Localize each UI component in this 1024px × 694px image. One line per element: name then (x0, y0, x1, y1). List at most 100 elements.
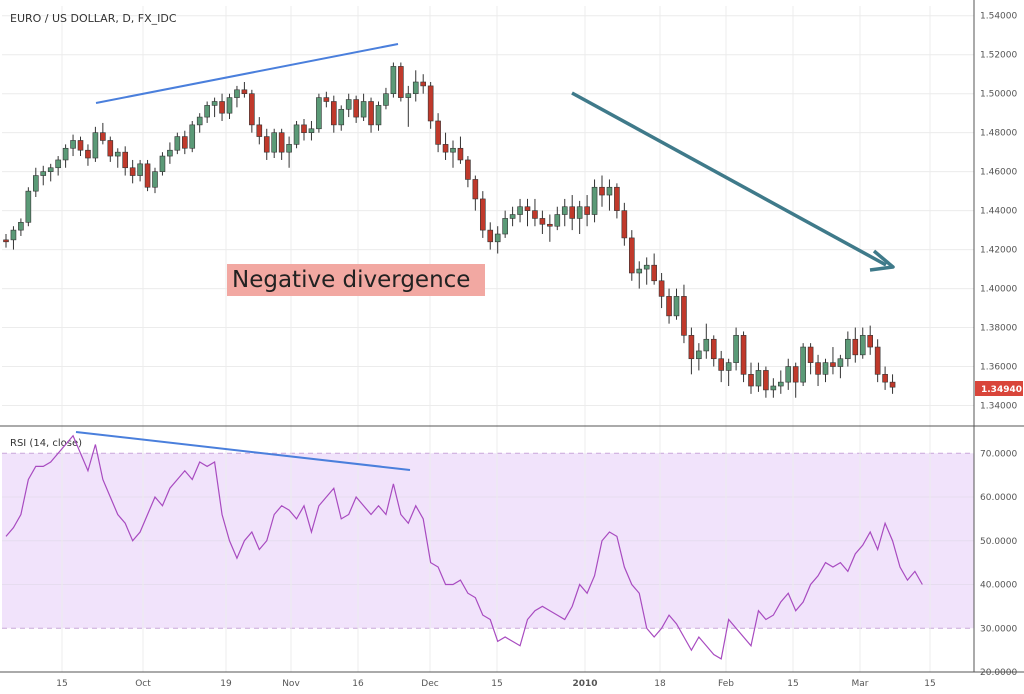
candle (658, 272, 665, 309)
candle (345, 93, 352, 118)
candle-body (710, 338, 717, 360)
candle-body (330, 101, 337, 126)
candle (584, 195, 590, 227)
candle-body (830, 362, 836, 367)
candle-body (152, 171, 158, 188)
candle (763, 366, 769, 398)
x-tick-label: 19 (220, 679, 232, 689)
candle-body (777, 381, 784, 387)
candle (792, 362, 799, 398)
candle (509, 206, 516, 227)
candle (554, 206, 561, 231)
candle-body (666, 296, 672, 317)
candle (353, 95, 359, 123)
rsi-y-tick-label: 30.0000 (980, 624, 1017, 634)
candle (368, 97, 374, 133)
candle (599, 175, 605, 207)
candle-body (584, 206, 590, 215)
candle (323, 91, 330, 108)
candle (494, 226, 501, 254)
candle (561, 198, 568, 227)
candle (159, 152, 166, 176)
candle-body (599, 186, 605, 196)
candle-body (643, 264, 650, 270)
candle (733, 327, 739, 371)
candle-body (144, 163, 151, 188)
candle-body (494, 233, 501, 243)
candle-body (681, 296, 687, 336)
candle-body (353, 99, 359, 118)
candle (688, 327, 695, 375)
x-tick-label: 16 (352, 679, 364, 689)
candle-body (517, 206, 523, 215)
price-trend-arrowhead (869, 249, 895, 272)
candle (107, 136, 114, 162)
candle (487, 222, 494, 250)
candle-body (159, 155, 166, 172)
candle-body (427, 85, 434, 122)
candle-body (405, 93, 412, 98)
candle-body (323, 97, 330, 102)
x-tick-label: 18 (654, 679, 666, 689)
candle (196, 113, 203, 133)
candle (636, 261, 643, 289)
candle (234, 85, 240, 108)
candle (822, 358, 829, 383)
candle (189, 120, 196, 153)
candle (182, 130, 188, 155)
candle (92, 126, 99, 162)
candle-body (40, 171, 47, 176)
candle (614, 183, 620, 219)
candle-body (539, 218, 546, 225)
price-trendline-down (571, 91, 887, 267)
candle-body (47, 167, 54, 172)
candle-body (524, 206, 531, 211)
candle-body (859, 335, 866, 356)
candle (167, 142, 173, 164)
rsi-y-tick-label: 40.0000 (980, 581, 1017, 591)
candle (338, 105, 345, 131)
candle-body (286, 144, 292, 153)
candle-body (383, 93, 389, 106)
candle-body (435, 120, 441, 145)
candle (837, 354, 844, 379)
candle-body (837, 358, 844, 367)
candle (278, 128, 285, 160)
candle (263, 128, 270, 160)
candle-body (122, 151, 128, 169)
candle-body (457, 147, 464, 161)
candle (532, 198, 538, 227)
candle-body (219, 101, 225, 114)
candle-body (845, 338, 851, 360)
candle (472, 175, 479, 211)
rsi-y-tick-label: 20.0000 (980, 668, 1017, 678)
candle-body (62, 147, 69, 161)
candle-body (316, 97, 322, 130)
price-y-tick-label: 1.48000 (980, 129, 1017, 139)
candle (330, 95, 337, 133)
candle (219, 93, 225, 121)
candle-body (554, 214, 561, 227)
last-price-label: 1.34940 (981, 385, 1022, 395)
candle-body (651, 264, 657, 282)
candle-body (375, 105, 382, 126)
candle (755, 362, 762, 392)
candle-body (740, 335, 747, 375)
rsi-y-tick-label: 60.0000 (980, 493, 1017, 503)
candle (740, 331, 747, 383)
candle-body (368, 101, 374, 126)
candle-body (487, 229, 494, 243)
candle (174, 132, 181, 155)
candle (32, 167, 39, 197)
candle-body (114, 151, 121, 157)
candle-body (606, 186, 613, 196)
candle (10, 226, 17, 250)
candle (681, 284, 687, 344)
candle (25, 187, 32, 227)
x-tick-label: 15 (56, 679, 67, 689)
candle-body (465, 159, 471, 180)
candle-body (390, 66, 397, 94)
candle-body (189, 124, 196, 149)
